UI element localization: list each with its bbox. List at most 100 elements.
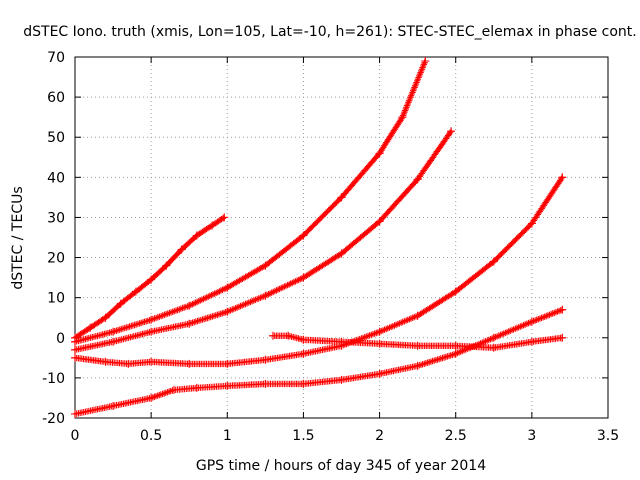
data-point: [261, 261, 270, 270]
data-point: [299, 231, 308, 240]
data-point: [558, 333, 567, 342]
x-tick-label: 3: [527, 428, 536, 444]
data-point: [71, 353, 79, 362]
data-point: [185, 301, 194, 310]
data-point: [170, 385, 178, 394]
y-tick-label: 20: [47, 251, 65, 267]
data-point: [109, 337, 118, 346]
series-arc-E: [71, 305, 567, 418]
data-point: [177, 245, 186, 254]
data-point: [375, 339, 384, 348]
data-point: [116, 299, 125, 308]
y-tick-label: 50: [47, 130, 65, 146]
data-point: [489, 257, 498, 266]
x-tick-label: 2.5: [445, 428, 467, 444]
data-point: [337, 337, 346, 346]
data-point: [375, 327, 384, 336]
data-point: [131, 287, 140, 296]
data-point: [447, 127, 456, 136]
data-point: [337, 375, 346, 384]
data-point: [147, 357, 156, 366]
data-point: [109, 402, 118, 410]
x-tick-label: 2: [375, 428, 384, 444]
axis-ticks: 0 0.5 1 1.5 2 2.5 3 3.5 -20 -10 0 10 20 30 40 50 60 70: [42, 50, 619, 444]
data-point: [147, 393, 156, 402]
data-series: [71, 57, 567, 418]
data-point: [299, 335, 308, 344]
data-point: [208, 221, 217, 230]
data-point: [101, 357, 110, 366]
data-point: [527, 317, 536, 326]
data-point: [223, 307, 232, 316]
data-point: [269, 331, 277, 340]
y-tick-label: 0: [56, 331, 65, 347]
data-point: [101, 313, 110, 322]
data-point: [192, 383, 201, 392]
data-point: [451, 287, 460, 296]
data-point: [451, 341, 460, 350]
plot-frame: [74, 56, 609, 419]
x-tick-label: 1.5: [292, 428, 314, 444]
series-arc-B: [71, 57, 430, 346]
series-arc-D: [71, 173, 567, 368]
data-point: [261, 379, 270, 388]
data-point: [398, 113, 407, 122]
data-point: [413, 175, 422, 184]
data-point: [109, 327, 118, 336]
data-point: [261, 291, 270, 300]
y-tick-label: 60: [47, 90, 65, 106]
data-point: [375, 369, 384, 378]
data-point: [299, 273, 308, 282]
data-point: [299, 349, 308, 358]
data-point: [558, 173, 567, 182]
data-point: [71, 345, 79, 354]
data-point: [162, 261, 171, 270]
data-point: [413, 311, 422, 320]
y-axis-label: dSTEC / TECUs: [10, 186, 26, 289]
data-point: [223, 359, 232, 368]
y-tick-label: 10: [47, 291, 65, 307]
y-tick-label: 70: [47, 50, 65, 66]
data-point: [527, 219, 536, 228]
series-markers: [71, 128, 455, 353]
data-point: [185, 359, 194, 368]
x-axis-label: GPS time / hours of day 345 of year 2014: [196, 458, 486, 474]
data-point: [489, 333, 498, 342]
data-point: [375, 149, 384, 158]
data-point: [451, 349, 460, 358]
data-point: [185, 319, 194, 328]
data-point: [86, 323, 95, 332]
series-arc-A: [71, 213, 229, 342]
chart-title: dSTEC Iono. truth (xmis, Lon=105, Lat=-1…: [23, 24, 636, 40]
data-point: [124, 359, 133, 368]
data-point: [71, 337, 79, 346]
data-point: [223, 381, 232, 390]
grid: [75, 57, 608, 418]
y-tick-label: 30: [47, 210, 65, 226]
data-point: [284, 331, 293, 340]
data-point: [527, 337, 536, 346]
x-tick-label: 3.5: [597, 428, 619, 444]
y-tick-label: -20: [42, 411, 65, 427]
data-point: [413, 341, 422, 350]
data-point: [147, 275, 156, 284]
data-point: [220, 213, 229, 222]
data-point: [223, 283, 232, 292]
data-point: [147, 327, 156, 336]
data-point: [337, 249, 346, 258]
data-point: [299, 379, 308, 388]
data-point: [558, 305, 567, 314]
x-tick-label: 1: [223, 428, 232, 444]
y-tick-label: -10: [42, 371, 65, 387]
data-point: [337, 193, 346, 202]
data-point: [413, 361, 422, 370]
data-point: [489, 343, 498, 352]
data-point: [421, 57, 430, 65]
data-point: [375, 217, 384, 226]
x-tick-label: 0.5: [140, 428, 162, 444]
series-arc-F: [269, 331, 567, 352]
data-point: [71, 410, 79, 418]
data-point: [261, 355, 270, 364]
y-tick-label: 40: [47, 170, 65, 186]
